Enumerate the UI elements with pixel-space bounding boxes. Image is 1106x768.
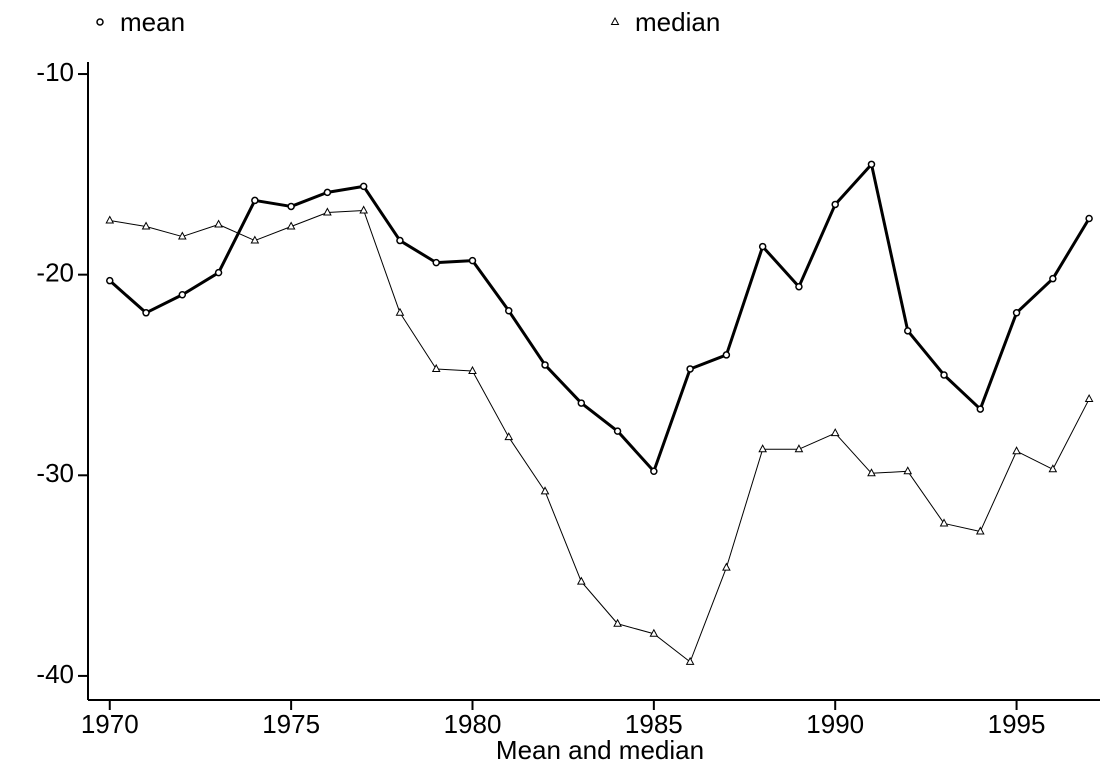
point bbox=[214, 219, 223, 228]
point bbox=[939, 518, 949, 527]
point bbox=[286, 221, 296, 230]
point bbox=[141, 221, 151, 230]
legend-label: mean bbox=[120, 7, 185, 37]
x-tick-label: 1985 bbox=[625, 709, 683, 739]
point bbox=[1012, 309, 1021, 317]
point bbox=[758, 242, 767, 251]
point bbox=[722, 351, 731, 359]
point bbox=[396, 236, 404, 245]
point bbox=[976, 405, 985, 413]
x-tick-label: 1980 bbox=[444, 709, 502, 739]
point bbox=[722, 562, 731, 571]
y-tick-label: -20 bbox=[36, 258, 74, 288]
point bbox=[904, 327, 912, 335]
point bbox=[867, 468, 876, 477]
x-tick-label: 1990 bbox=[806, 709, 864, 739]
point bbox=[142, 309, 150, 317]
point bbox=[613, 427, 622, 435]
point bbox=[359, 182, 368, 191]
point bbox=[867, 160, 876, 169]
point bbox=[505, 307, 513, 315]
point bbox=[830, 428, 840, 437]
point bbox=[431, 363, 441, 372]
point bbox=[794, 444, 804, 453]
point bbox=[323, 207, 332, 216]
point bbox=[395, 307, 405, 316]
point bbox=[940, 371, 948, 379]
point bbox=[576, 576, 586, 585]
point bbox=[1012, 446, 1021, 455]
y-tick-label: -40 bbox=[36, 659, 74, 689]
x-tick-label: 1970 bbox=[81, 709, 139, 739]
point bbox=[831, 200, 839, 209]
point bbox=[685, 656, 695, 665]
point bbox=[541, 361, 549, 369]
point bbox=[177, 231, 187, 240]
point bbox=[105, 215, 115, 224]
point bbox=[106, 276, 114, 285]
point bbox=[1048, 464, 1058, 473]
y-tick-label: -30 bbox=[36, 458, 74, 488]
point bbox=[649, 628, 659, 637]
legend-label: median bbox=[635, 7, 720, 37]
x-tick-label: 1975 bbox=[262, 709, 320, 739]
point bbox=[975, 526, 985, 535]
y-tick-label: -10 bbox=[36, 57, 74, 87]
point bbox=[432, 258, 440, 267]
series-line bbox=[108, 162, 1091, 473]
point bbox=[178, 290, 187, 299]
point bbox=[903, 466, 913, 475]
point bbox=[577, 399, 586, 407]
point bbox=[214, 268, 223, 277]
point bbox=[686, 365, 694, 373]
point bbox=[251, 196, 259, 205]
point bbox=[1084, 394, 1094, 403]
point bbox=[468, 256, 477, 265]
point bbox=[359, 205, 369, 214]
point bbox=[504, 432, 514, 441]
series-line bbox=[109, 209, 1090, 663]
point bbox=[795, 282, 803, 291]
point bbox=[250, 235, 260, 244]
point bbox=[1049, 274, 1057, 283]
point bbox=[613, 618, 622, 627]
point bbox=[758, 444, 768, 453]
x-tick-label: 1995 bbox=[988, 709, 1046, 739]
point bbox=[468, 365, 477, 374]
point bbox=[650, 467, 658, 476]
legend-symbol bbox=[610, 16, 620, 25]
point bbox=[1085, 214, 1093, 223]
point bbox=[287, 202, 295, 211]
point bbox=[540, 486, 550, 495]
x-axis-label: Mean and median bbox=[496, 735, 704, 765]
point bbox=[323, 188, 332, 197]
legend-symbol bbox=[96, 18, 104, 26]
